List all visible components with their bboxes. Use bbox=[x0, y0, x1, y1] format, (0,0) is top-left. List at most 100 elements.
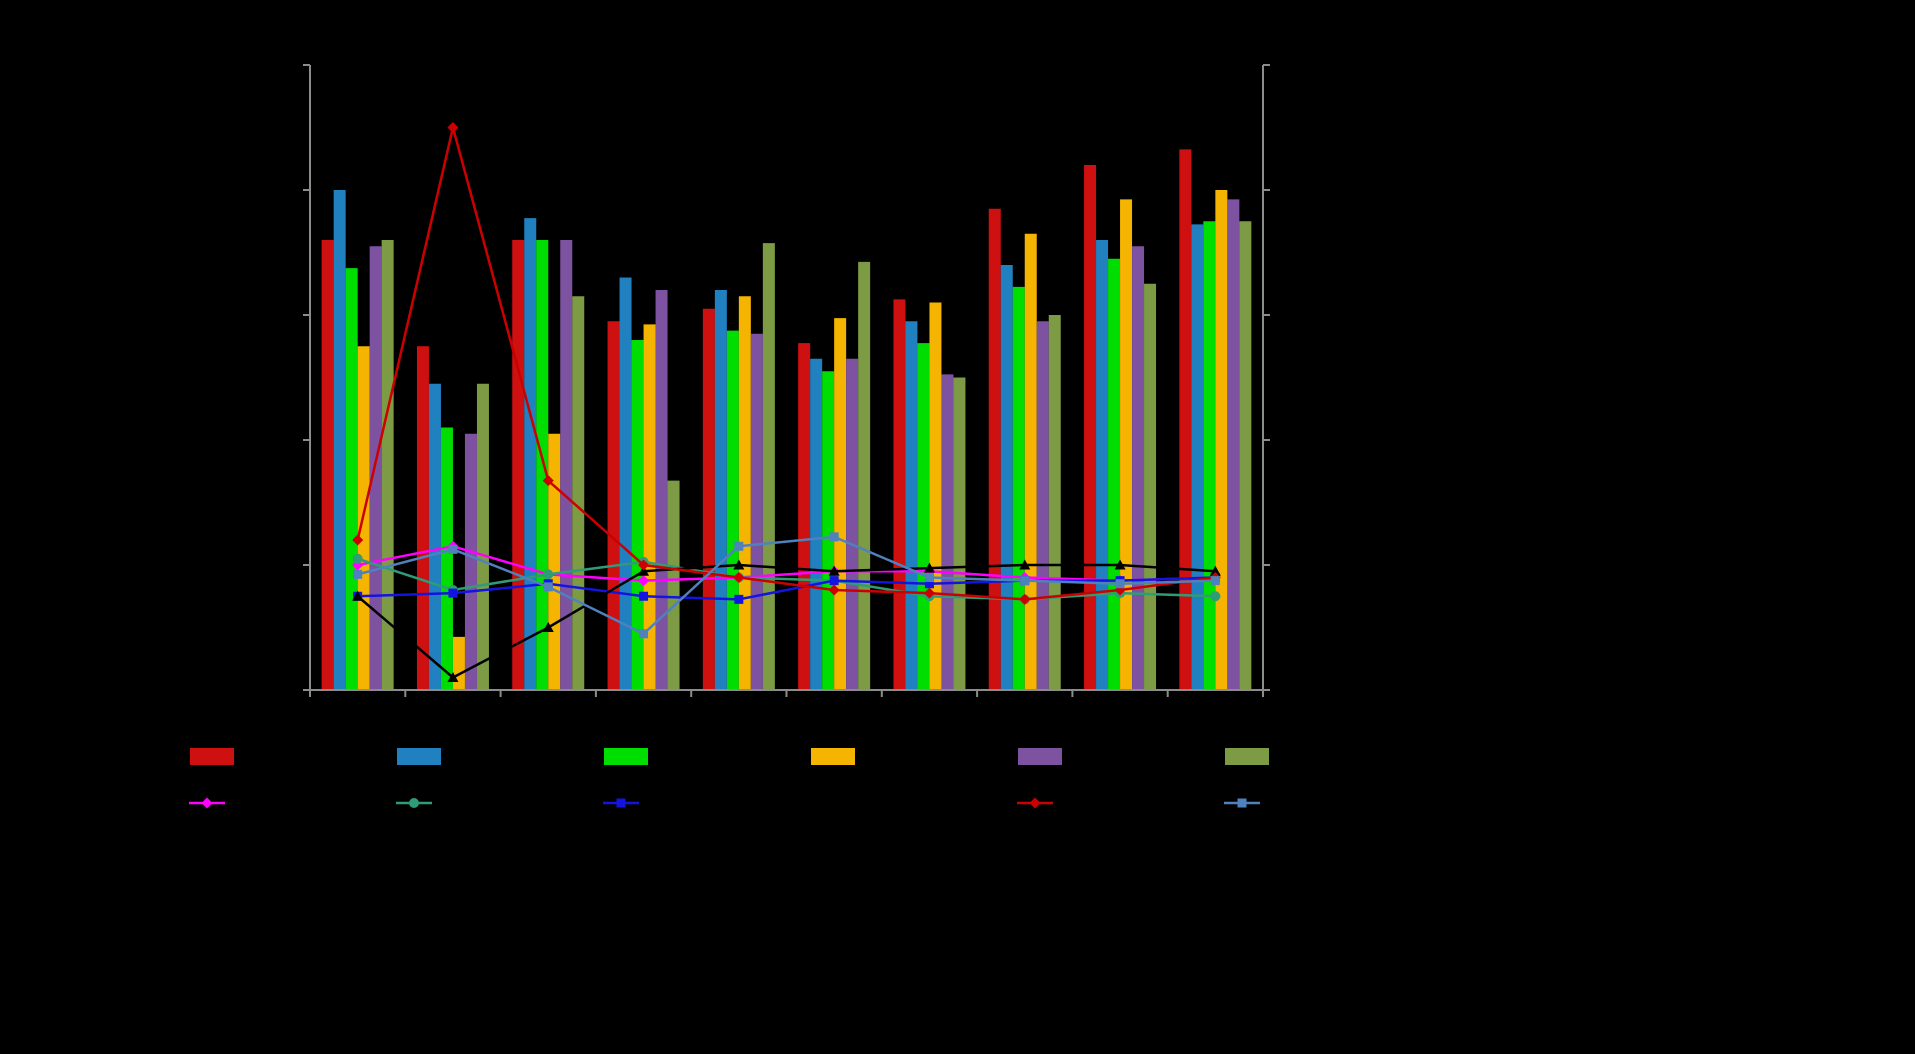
bar-purple-bars-g2 bbox=[464, 433, 477, 690]
bar-gold-bars-g10 bbox=[1215, 190, 1228, 690]
black-line-marker bbox=[542, 622, 554, 632]
black-line-marker bbox=[1114, 559, 1126, 570]
bar-red-bars-g9 bbox=[1084, 165, 1097, 690]
black-line-marker bbox=[828, 565, 840, 576]
black-line-marker bbox=[1019, 559, 1031, 570]
blue-line-marker bbox=[734, 594, 744, 604]
bar-olive-bars-g4 bbox=[667, 480, 680, 690]
bar-gold-bars-g5 bbox=[738, 296, 751, 690]
bar-purple-bars-g8 bbox=[1036, 321, 1049, 690]
seagreen-line-marker bbox=[352, 553, 363, 564]
bar-gold-bars-g2 bbox=[452, 636, 465, 690]
darkred-line-marker bbox=[733, 572, 745, 583]
bar-purple-bars-g5 bbox=[750, 333, 763, 690]
bar-gold-bars-g9 bbox=[1120, 199, 1133, 690]
bar-red-bars-g1 bbox=[321, 240, 334, 690]
cornflower-line-marker bbox=[353, 569, 363, 579]
black-line-marker bbox=[733, 559, 745, 570]
blue-line-marker bbox=[924, 579, 934, 589]
blue-line-marker bbox=[448, 588, 458, 598]
darkred-line-marker bbox=[638, 559, 650, 571]
magenta-line-marker bbox=[638, 575, 650, 587]
bar-purple-bars-g6 bbox=[846, 358, 859, 690]
blue-line-marker bbox=[639, 591, 649, 601]
bar-blue-bars-g6 bbox=[810, 358, 823, 690]
bar-green-bars-g8 bbox=[1012, 286, 1025, 690]
black-line-marker bbox=[638, 565, 650, 576]
bar-green-bars-g1 bbox=[345, 268, 358, 690]
bar-blue-bars-g8 bbox=[1000, 265, 1013, 690]
bar-olive-bars-g3 bbox=[572, 296, 585, 690]
cornflower-line-marker bbox=[734, 541, 744, 551]
bar-blue-bars-g3 bbox=[524, 218, 537, 690]
cornflower-line-marker bbox=[1020, 576, 1030, 586]
bar-green-bars-g3 bbox=[536, 240, 549, 690]
bar-red-bars-g10 bbox=[1179, 149, 1192, 690]
bar-purple-bars-g1 bbox=[369, 246, 382, 690]
bar-blue-bars-g1 bbox=[333, 190, 346, 690]
blue-line-marker bbox=[829, 576, 839, 586]
seagreen-line bbox=[357, 557, 1216, 601]
bar-olive-bars-g1 bbox=[381, 240, 394, 690]
bar-green-bars-g2 bbox=[440, 427, 453, 690]
bar-red-bars-g6 bbox=[798, 343, 811, 690]
bar-blue-bars-g10 bbox=[1191, 224, 1204, 690]
bar-olive-bars-g7 bbox=[953, 377, 966, 690]
bar-blue-bars-g5 bbox=[714, 290, 727, 690]
bar-green-bars-g4 bbox=[631, 340, 644, 690]
darkred-line-marker bbox=[447, 122, 459, 133]
bar-olive-bars-g10 bbox=[1239, 221, 1252, 690]
bar-purple-bars-g10 bbox=[1227, 199, 1240, 690]
bar-green-bars-g5 bbox=[726, 330, 739, 690]
darkred-line-marker bbox=[923, 587, 935, 599]
cornflower-line-marker bbox=[639, 629, 649, 639]
bar-olive-bars-g5 bbox=[762, 243, 775, 690]
bar-blue-bars-g4 bbox=[619, 277, 632, 690]
cornflower-line-marker bbox=[829, 532, 839, 542]
darkred-line-marker bbox=[542, 475, 554, 487]
bar-blue-bars-g9 bbox=[1096, 240, 1109, 690]
seagreen-line-marker bbox=[1210, 591, 1221, 602]
bar-olive-bars-g9 bbox=[1144, 283, 1157, 690]
bar-red-bars-g2 bbox=[416, 346, 429, 690]
bar-red-bars-g7 bbox=[893, 299, 906, 690]
bar-blue-bars-g7 bbox=[905, 321, 918, 690]
bar-gold-bars-g6 bbox=[834, 318, 847, 690]
bar-red-bars-g8 bbox=[988, 208, 1001, 690]
black-line-marker bbox=[923, 562, 935, 573]
blue-line bbox=[357, 576, 1216, 601]
darkred-line-marker bbox=[352, 534, 364, 546]
cornflower-line-marker bbox=[924, 573, 934, 582]
bar-green-bars-g7 bbox=[917, 343, 930, 690]
bar-olive-bars-g6 bbox=[858, 261, 871, 690]
black-line-marker bbox=[447, 672, 459, 682]
darkred-line-marker bbox=[828, 584, 840, 596]
bar-purple-bars-g7 bbox=[941, 374, 954, 690]
cornflower-line-marker bbox=[1115, 579, 1125, 589]
bar-gold-bars-g3 bbox=[548, 433, 561, 690]
black-line-marker bbox=[1209, 565, 1221, 576]
darkred-line bbox=[356, 127, 1216, 601]
black-line bbox=[356, 563, 1216, 679]
black-line-marker bbox=[352, 590, 364, 601]
bar-purple-bars-g9 bbox=[1132, 246, 1145, 690]
bar-gold-bars-g7 bbox=[929, 302, 942, 690]
magenta-line bbox=[357, 544, 1216, 582]
bar-red-bars-g4 bbox=[607, 321, 620, 690]
cornflower-line-marker bbox=[1210, 576, 1220, 586]
bar-purple-bars-g3 bbox=[560, 240, 573, 690]
bar-green-bars-g6 bbox=[822, 371, 835, 690]
darkred-line-marker bbox=[1019, 593, 1031, 605]
bar-gold-bars-g8 bbox=[1024, 233, 1037, 690]
bar-olive-bars-g2 bbox=[476, 383, 489, 690]
cornflower-line-marker bbox=[543, 582, 553, 592]
bar-red-bars-g5 bbox=[702, 308, 715, 690]
bar-purple-bars-g4 bbox=[655, 290, 668, 690]
bar-green-bars-g9 bbox=[1108, 258, 1121, 690]
bar-green-bars-g10 bbox=[1203, 221, 1216, 690]
cornflower-line bbox=[357, 535, 1216, 636]
bar-red-bars-g3 bbox=[512, 240, 525, 690]
bar-blue-bars-g2 bbox=[428, 383, 441, 690]
